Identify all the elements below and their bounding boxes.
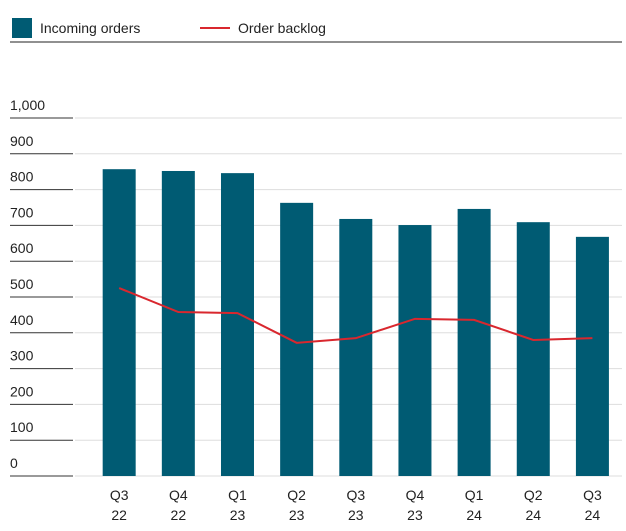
x-tick-label-line: Q1: [465, 487, 484, 503]
legend-label: Order backlog: [238, 20, 326, 36]
y-tick-label: 900: [10, 133, 34, 149]
y-tick-label: 700: [10, 204, 34, 220]
y-tick-label: 400: [10, 312, 34, 328]
y-tick-label: 200: [10, 383, 34, 399]
bar: [220, 173, 254, 476]
bar: [161, 170, 195, 476]
x-tick-label: Q3 23: [346, 487, 365, 523]
bar: [280, 202, 314, 476]
y-tick-label: 0: [10, 455, 18, 471]
x-tick-label-line: 22: [111, 507, 127, 523]
bar: [457, 208, 491, 476]
bar: [516, 222, 550, 476]
x-tick-label-line: Q2: [287, 487, 306, 503]
x-tick-label: Q4 22: [169, 487, 188, 523]
legend-swatch: [12, 18, 32, 38]
x-tick-label-line: Q3: [583, 487, 602, 503]
y-tick-label: 1,000: [10, 97, 45, 113]
y-tick-label: 100: [10, 419, 34, 435]
x-tick-label: Q3 22: [110, 487, 129, 523]
x-tick-label-line: Q4: [406, 487, 425, 503]
bar: [575, 236, 609, 476]
x-tick-label-line: 23: [230, 507, 246, 523]
x-tick-label-line: 23: [407, 507, 423, 523]
x-tick-label-line: 24: [525, 507, 541, 523]
x-tick-label-line: 22: [171, 507, 187, 523]
x-tick-label-line: Q3: [346, 487, 365, 503]
y-tick-label: 500: [10, 276, 34, 292]
x-tick-label: Q4 23: [406, 487, 425, 523]
x-tick-label: Q3 24: [583, 487, 602, 523]
legend-label: Incoming orders: [40, 20, 140, 36]
bar: [102, 169, 136, 476]
x-tick-label-line: 23: [348, 507, 364, 523]
line: [118, 287, 593, 344]
bar: [398, 225, 432, 476]
x-tick-label-line: Q2: [524, 487, 543, 503]
y-tick-label: 800: [10, 169, 34, 185]
x-tick-label: Q2 24: [524, 487, 543, 523]
x-tick-label: Q1 24: [465, 487, 484, 523]
y-tick-label: 300: [10, 348, 34, 364]
x-tick-label-line: Q1: [228, 487, 247, 503]
bar: [339, 218, 373, 476]
x-tick-label-line: 23: [289, 507, 305, 523]
x-tick-label-line: 24: [585, 507, 601, 523]
x-tick-label: Q1 23: [228, 487, 247, 523]
x-tick-label: Q2 23: [287, 487, 306, 523]
y-tick-label: 600: [10, 240, 34, 256]
x-tick-label-line: 24: [466, 507, 482, 523]
x-tick-label-line: Q4: [169, 487, 188, 503]
x-tick-label-line: Q3: [110, 487, 129, 503]
